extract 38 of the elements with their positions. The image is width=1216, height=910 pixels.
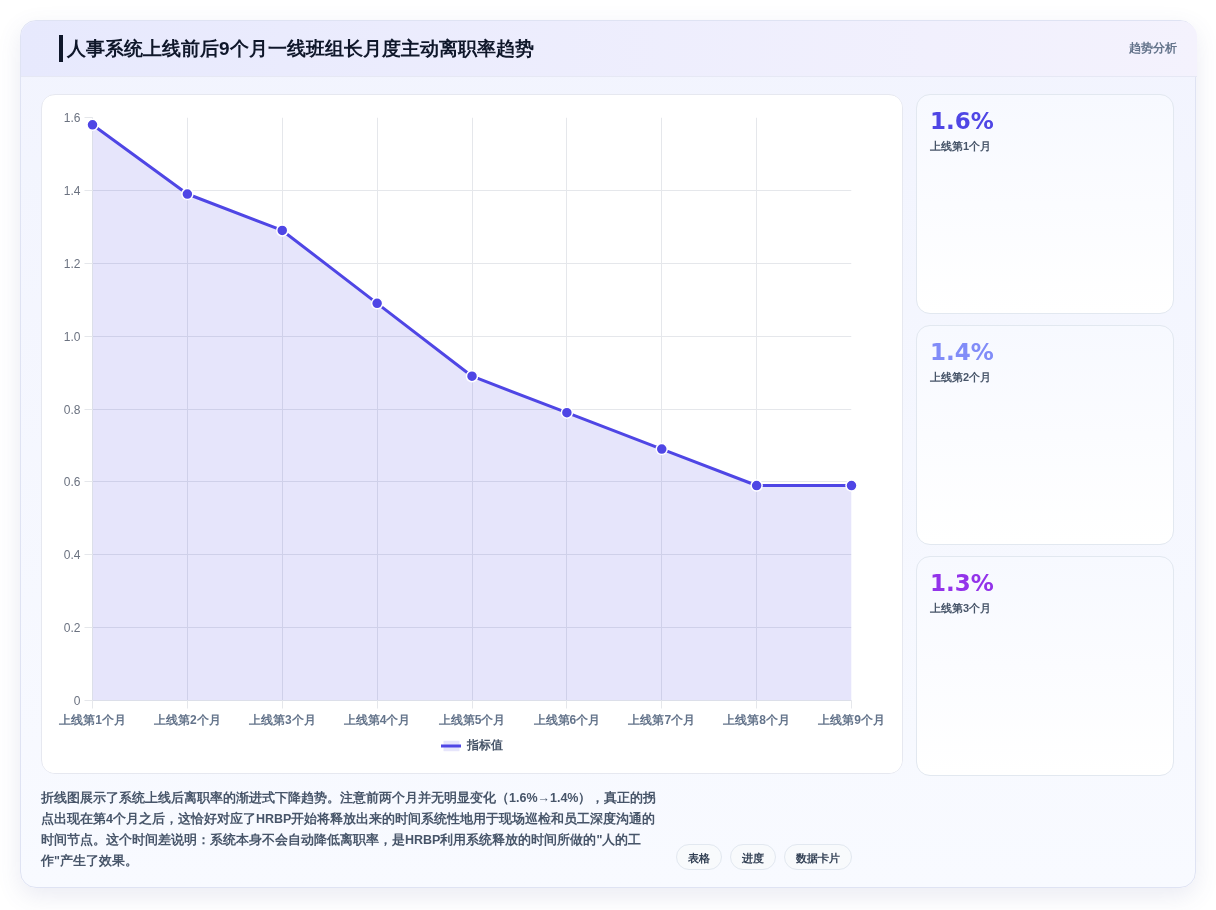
point [655,442,668,456]
x-tick-label: 上线第6个月 [532,712,601,727]
x-tick-label: 上线第2个月 [153,712,221,727]
text: 1.6% [930,108,994,134]
legend-label: 指标值 [466,737,503,754]
point [370,297,384,310]
text: 表格 [676,844,722,870]
y-tick-label: 0 [73,694,81,708]
x-tick-label: 上线第3个月 [247,712,316,727]
text: 1.4% [930,339,994,365]
y-tick-label: 1.2 [63,256,81,271]
text: 折线图展示了系统上线后离职率的渐进式下降趋势。注意前两个月并无明显变化（1.6%→1.4%），真正的拐点出现在第4个月之后，这恰好对应了HRBP开始将释放出来的时间系统性地用于现场巡检和员工深度沟通的时间节点。这个时间差说明：系统本身不会自动降低离职率，是HRBP利用系统释放的时间所做的"人的工作"产生了效果。 [41,789,658,870]
text: 1.3% [930,570,994,596]
text: 趋势分析 [1129,39,1177,57]
category-label: 上线第2个月 [930,370,993,385]
point [86,118,99,132]
point [181,187,194,201]
x-tick-label: 上线第5个月 [437,712,506,727]
y-tick-label: 0.4 [63,548,81,563]
y-tick-label: 1.6 [63,111,81,125]
y-tick-label: 1.0 [63,329,81,344]
y-tick-label: 0.2 [63,621,81,636]
text: 数据卡片 [784,844,852,870]
y-tick-label: 0.8 [63,402,81,417]
point [465,369,479,383]
x-tick-label: 上线第8个月 [722,712,790,727]
category-label: 上线第1个月 [930,139,993,154]
x-tick-label: 上线第7个月 [627,712,696,727]
x-tick-label: 上线第1个月 [58,712,126,727]
x-tick-label: 上线第4个月 [342,712,411,727]
category-label: 上线第3个月 [930,601,993,616]
point [276,224,289,237]
y-tick-label: 0.6 [63,475,81,490]
y-tick-label: 1.4 [63,183,81,198]
x-tick-label: 上线第9个月 [817,712,885,727]
text: 进度 [730,844,776,870]
point [560,406,574,419]
chart-title: 人事系统上线前后9个月一线班组长月度主动离职率趋势 [59,34,534,63]
